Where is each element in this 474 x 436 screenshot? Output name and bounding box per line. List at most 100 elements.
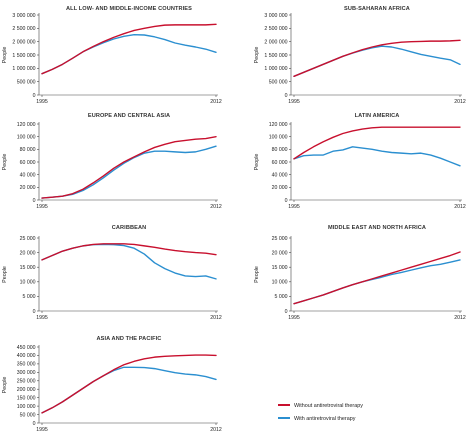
y-tick-label: 5 000 [275, 294, 288, 300]
y-tick-label: 120 000 [269, 122, 288, 128]
y-tick-label: 25 000 [272, 236, 288, 242]
x-tick-label: 2012 [454, 204, 466, 210]
y-tick-label: 100 000 [17, 134, 36, 140]
y-tick-label: 20 000 [20, 250, 36, 256]
y-tick-label: 80 000 [20, 147, 36, 153]
y-tick-label: 0 [33, 93, 36, 99]
y-tick-label: 15 000 [20, 265, 36, 271]
panel-title: MIDDLE EAST AND NORTH AFRICA [328, 225, 426, 231]
legend-label-without: Without antiretroviral therapy [294, 403, 363, 409]
panel-latin-america: LATIN AMERICA 0 20 000 40 000 60 000 80 000 10… [254, 113, 466, 210]
x-tick-label: 1995 [288, 315, 300, 321]
y-tick-label: 2 000 000 [12, 39, 35, 45]
y-tick-label: 2 500 000 [264, 26, 287, 32]
y-tick-label: 500 000 [269, 79, 288, 85]
chart-panels: ALL LOW- AND MIDDLE-INCOME COUNTRIES 0 500… [2, 6, 466, 433]
legend: Without antiretroviral therapy With anti… [278, 403, 363, 422]
series-line-with-art [41, 34, 217, 75]
panel-europe-and-central-asia: EUROPE AND CENTRAL ASIA 0 20 000 40 000 60 0… [2, 113, 222, 210]
series-line-with-art [293, 259, 461, 305]
panel-all-low-and-middle-income-countries: ALL LOW- AND MIDDLE-INCOME COUNTRIES 0 500… [2, 6, 222, 105]
y-tick-label: 20 000 [272, 250, 288, 256]
panel-sub-saharan-africa: SUB-SAHARAN AFRICA 0 500 000 1 000 000 1 500… [254, 6, 466, 105]
y-tick-label: 2 500 000 [12, 26, 35, 32]
series-line-with-art [293, 146, 461, 167]
series-line-without-art [293, 251, 461, 305]
series-line-with-art [41, 366, 217, 414]
y-tick-label: 350 000 [17, 362, 36, 368]
y-tick-label: 40 000 [272, 172, 288, 178]
y-tick-label: 80 000 [272, 147, 288, 153]
y-tick-label: 0 [285, 198, 288, 204]
y-tick-label: 200 000 [17, 387, 36, 393]
x-tick-label: 2012 [210, 204, 222, 210]
x-tick-label: 1995 [36, 204, 48, 210]
panel-middle-east-and-north-africa: MIDDLE EAST AND NORTH AFRICA 0 5 000 10 000… [254, 225, 466, 321]
y-tick-label: 150 000 [17, 395, 36, 401]
y-tick-label: 20 000 [272, 185, 288, 191]
x-tick-label: 2012 [454, 99, 466, 105]
y-tick-label: 1 000 000 [264, 66, 287, 72]
y-tick-label: 50 000 [20, 412, 36, 418]
x-tick-label: 2012 [210, 99, 222, 105]
series-line-with-art [41, 145, 217, 199]
y-tick-label: 450 000 [17, 345, 36, 351]
y-tick-label: 0 [33, 421, 36, 427]
y-tick-label: 5 000 [23, 294, 36, 300]
y-tick-label: 15 000 [272, 265, 288, 271]
x-tick-label: 1995 [36, 427, 48, 433]
panel-title: ALL LOW- AND MIDDLE-INCOME COUNTRIES [66, 6, 192, 12]
y-tick-label: 3 000 000 [12, 13, 35, 19]
x-tick-label: 2012 [210, 315, 222, 321]
y-tick-label: 400 000 [17, 353, 36, 359]
x-tick-label: 1995 [36, 99, 48, 105]
x-tick-label: 1995 [36, 315, 48, 321]
series-line-without-art [41, 23, 217, 75]
panel-title: CARIBBEAN [112, 225, 146, 231]
series-line-with-art [293, 45, 461, 78]
y-tick-label: 0 [285, 93, 288, 99]
y-axis-label: People [254, 154, 260, 171]
panel-asia-and-the-pacific: ASIA AND THE PACIFIC 0 50 000 100 000 150 00… [2, 336, 222, 433]
y-axis-label: People [2, 377, 8, 394]
y-tick-label: 1 500 000 [264, 53, 287, 59]
x-tick-label: 2012 [210, 427, 222, 433]
series-line-without-art [41, 354, 217, 414]
legend-label-with: With antiretroviral therapy [294, 416, 356, 422]
y-tick-label: 120 000 [17, 122, 36, 128]
panel-title: ASIA AND THE PACIFIC [97, 336, 162, 342]
series-line-without-art [293, 39, 461, 78]
y-tick-label: 500 000 [17, 79, 36, 85]
x-tick-label: 2012 [454, 315, 466, 321]
y-tick-label: 1 000 000 [12, 66, 35, 72]
y-axis-label: People [254, 266, 260, 283]
y-tick-label: 250 000 [17, 379, 36, 385]
series-line-without-art [41, 135, 217, 199]
y-tick-label: 100 000 [17, 404, 36, 410]
y-tick-label: 10 000 [272, 280, 288, 286]
y-axis-label: People [2, 154, 8, 171]
y-tick-label: 3 000 000 [264, 13, 287, 19]
y-tick-label: 0 [33, 198, 36, 204]
panel-title: EUROPE AND CENTRAL ASIA [88, 113, 170, 119]
y-tick-label: 10 000 [20, 280, 36, 286]
y-tick-label: 20 000 [20, 185, 36, 191]
y-tick-label: 60 000 [20, 160, 36, 166]
panel-title: LATIN AMERICA [355, 113, 400, 119]
x-tick-label: 1995 [288, 204, 300, 210]
y-axis-label: People [2, 47, 8, 64]
x-tick-label: 1995 [288, 99, 300, 105]
y-tick-label: 2 000 000 [264, 39, 287, 45]
series-line-without-art [41, 243, 217, 261]
y-tick-label: 300 000 [17, 370, 36, 376]
panel-title: SUB-SAHARAN AFRICA [344, 6, 410, 12]
panel-caribbean: CARIBBEAN 0 5 000 10 000 15 000 20 000 25 000 1… [2, 225, 222, 321]
y-tick-label: 60 000 [272, 160, 288, 166]
y-tick-label: 0 [33, 309, 36, 315]
series-line-without-art [293, 126, 461, 160]
y-tick-label: 1 500 000 [12, 53, 35, 59]
y-axis-label: People [2, 266, 8, 283]
y-axis-label: People [254, 47, 260, 64]
y-tick-label: 0 [285, 309, 288, 315]
